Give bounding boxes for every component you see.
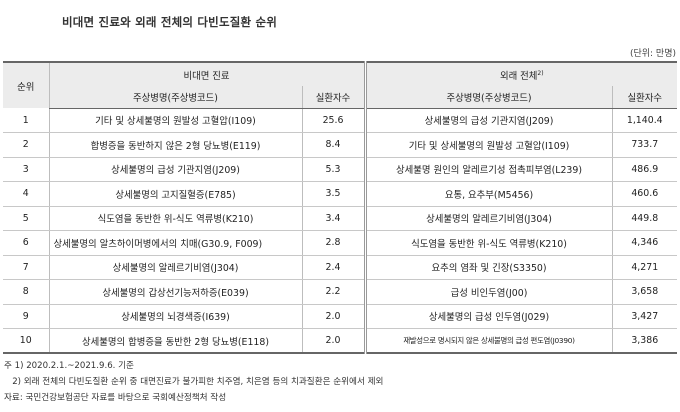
outpatient-disease-cell: 요추의 염좌 및 긴장(S3350) xyxy=(363,255,613,280)
outpatient-count-cell: 449.8 xyxy=(611,206,678,231)
nonface-count-cell: 2.8 xyxy=(301,230,366,256)
header-outpatient-footnote: 2) xyxy=(537,69,544,77)
table-row: 6 상세불명의 알츠하이머병에서의 치매(G30.9, F009) 2.8 식도… xyxy=(3,230,678,256)
nonface-count-cell: 2.0 xyxy=(301,304,366,329)
rank-cell: 6 xyxy=(3,230,49,256)
outpatient-disease-cell: 상세불명 원인의 알레르기성 접촉피부염(L239) xyxy=(363,157,613,182)
nonface-disease-cell: 상세불명의 뇌경색증(I639) xyxy=(48,304,302,329)
outpatient-count-cell: 4,271 xyxy=(611,255,678,280)
header-outpatient-group: 외래 전체2) xyxy=(363,61,678,86)
outpatient-count-cell: 460.6 xyxy=(611,181,678,207)
rank-cell: 1 xyxy=(3,108,49,133)
outpatient-disease-cell: 상세불명의 급성 기관지염(J209) xyxy=(363,108,613,133)
nonface-disease-cell: 상세불명의 고지질혈증(E785) xyxy=(48,181,302,207)
nonface-disease-cell: 합병증을 동반하지 않은 2형 당뇨병(E119) xyxy=(48,132,302,158)
header-outpatient-label: 외래 전체 xyxy=(499,70,538,82)
table-row: 9 상세불명의 뇌경색증(I639) 2.0 상세불명의 급성 인두염(J029… xyxy=(3,304,678,329)
outpatient-disease-cell: 요통, 요추부(M5456) xyxy=(363,181,613,207)
header-outpatient-disease: 주상병명(주상병코드) xyxy=(363,86,613,109)
outpatient-count-cell: 4,346 xyxy=(611,230,678,256)
nonface-disease-cell: 상세불명의 갑상선기능저하증(E039) xyxy=(48,279,302,305)
header-outpatient-count: 실환자수 xyxy=(611,86,678,109)
nonface-disease-cell: 상세불명의 합병증을 동반한 2형 당뇨병(E118) xyxy=(48,328,302,354)
outpatient-disease-cell: 식도염을 동반한 위-식도 역류병(K210) xyxy=(363,230,613,256)
outpatient-count-cell: 3,386 xyxy=(611,328,678,354)
nonface-disease-cell: 기타 및 상세불명의 원발성 고혈압(I109) xyxy=(48,108,302,133)
rank-cell: 8 xyxy=(3,279,49,305)
table-row: 3 상세불명의 급성 기관지염(J209) 5.3 상세불명 원인의 알레르기성… xyxy=(3,157,678,182)
table-row: 7 상세불명의 알레르기비염(J304) 2.4 요추의 염좌 및 긴장(S33… xyxy=(3,255,678,280)
table-row: 10 상세불명의 합병증을 동반한 2형 당뇨병(E118) 2.0 재발성으로… xyxy=(3,328,678,354)
nonface-disease-cell: 상세불명의 알레르기비염(J304) xyxy=(48,255,302,280)
outpatient-disease-cell: 상세불명의 알레르기비염(J304) xyxy=(363,206,613,231)
outpatient-count-cell: 486.9 xyxy=(611,157,678,182)
nonface-count-cell: 3.4 xyxy=(301,206,366,231)
rank-cell: 2 xyxy=(3,132,49,158)
table-row: 1 기타 및 상세불명의 원발성 고혈압(I109) 25.6 상세불명의 급성… xyxy=(3,108,678,133)
nonface-count-cell: 2.0 xyxy=(301,328,366,354)
rank-cell: 4 xyxy=(3,181,49,207)
header-nonface-count: 실환자수 xyxy=(301,86,366,109)
table-row: 4 상세불명의 고지질혈증(E785) 3.5 요통, 요추부(M5456) 4… xyxy=(3,181,678,207)
nonface-disease-cell: 식도염을 동반한 위-식도 역류병(K210) xyxy=(48,206,302,231)
nonface-count-cell: 2.2 xyxy=(301,279,366,305)
table-row: 2 합병증을 동반하지 않은 2형 당뇨병(E119) 8.4 기타 및 상세불… xyxy=(3,132,678,158)
unit-label: (단위: 만명) xyxy=(629,49,676,59)
rank-cell: 5 xyxy=(3,206,49,231)
page-title: 비대면 진료와 외래 전체의 다빈도질환 순위 xyxy=(62,15,278,29)
outpatient-count-cell: 3,658 xyxy=(611,279,678,305)
outpatient-disease-cell: 재발성으로 명시되지 않은 상세불명의 급성 편도염(J0390) xyxy=(363,328,613,354)
outpatient-count-cell: 3,427 xyxy=(611,304,678,329)
outpatient-disease-cell: 급성 비인두염(J00) xyxy=(363,279,613,305)
header-nonface-disease: 주상병명(주상병코드) xyxy=(48,86,302,109)
nonface-count-cell: 8.4 xyxy=(301,132,366,158)
outpatient-count-cell: 1,140.4 xyxy=(611,108,678,133)
nonface-count-cell: 25.6 xyxy=(301,108,366,133)
header-nonface-group: 비대면 진료 xyxy=(48,61,366,86)
outpatient-disease-cell: 상세불명의 급성 인두염(J029) xyxy=(363,304,613,329)
rank-cell: 10 xyxy=(3,328,49,354)
footnote-1: 주 1) 2020.2.1.~2021.9.6. 기준 xyxy=(4,361,134,371)
outpatient-disease-cell: 기타 및 상세불명의 원발성 고혈압(I109) xyxy=(363,132,613,158)
nonface-count-cell: 5.3 xyxy=(301,157,366,182)
table-row: 5 식도염을 동반한 위-식도 역류병(K210) 3.4 상세불명의 알레르기… xyxy=(3,206,678,231)
table-row: 8 상세불명의 갑상선기능저하증(E039) 2.2 급성 비인두염(J00) … xyxy=(3,279,678,305)
rank-cell: 7 xyxy=(3,255,49,280)
footnote-2: 2) 외래 전체의 다빈도질환 순위 중 대면진료가 불가피한 치주염, 치은염… xyxy=(4,377,384,387)
nonface-count-cell: 2.4 xyxy=(301,255,366,280)
rank-cell: 9 xyxy=(3,304,49,329)
outpatient-count-cell: 733.7 xyxy=(611,132,678,158)
rank-cell: 3 xyxy=(3,157,49,182)
nonface-disease-cell: 상세불명의 급성 기관지염(J209) xyxy=(48,157,302,182)
source-note: 자료: 국민건강보험공단 자료를 바탕으로 국회예산정책처 작성 xyxy=(4,393,227,403)
nonface-disease-cell: 상세불명의 알츠하이머병에서의 치매(G30.9, F009) xyxy=(48,230,302,256)
disease-ranking-table: 순위 비대면 진료 외래 전체2) 주상병명(주상병코드) 실환자수 주상병명(… xyxy=(3,61,678,354)
nonface-count-cell: 3.5 xyxy=(301,181,366,207)
header-rank: 순위 xyxy=(3,61,49,108)
footnotes: 주 1) 2020.2.1.~2021.9.6. 기준 2) 외래 전체의 다빈… xyxy=(4,358,383,406)
